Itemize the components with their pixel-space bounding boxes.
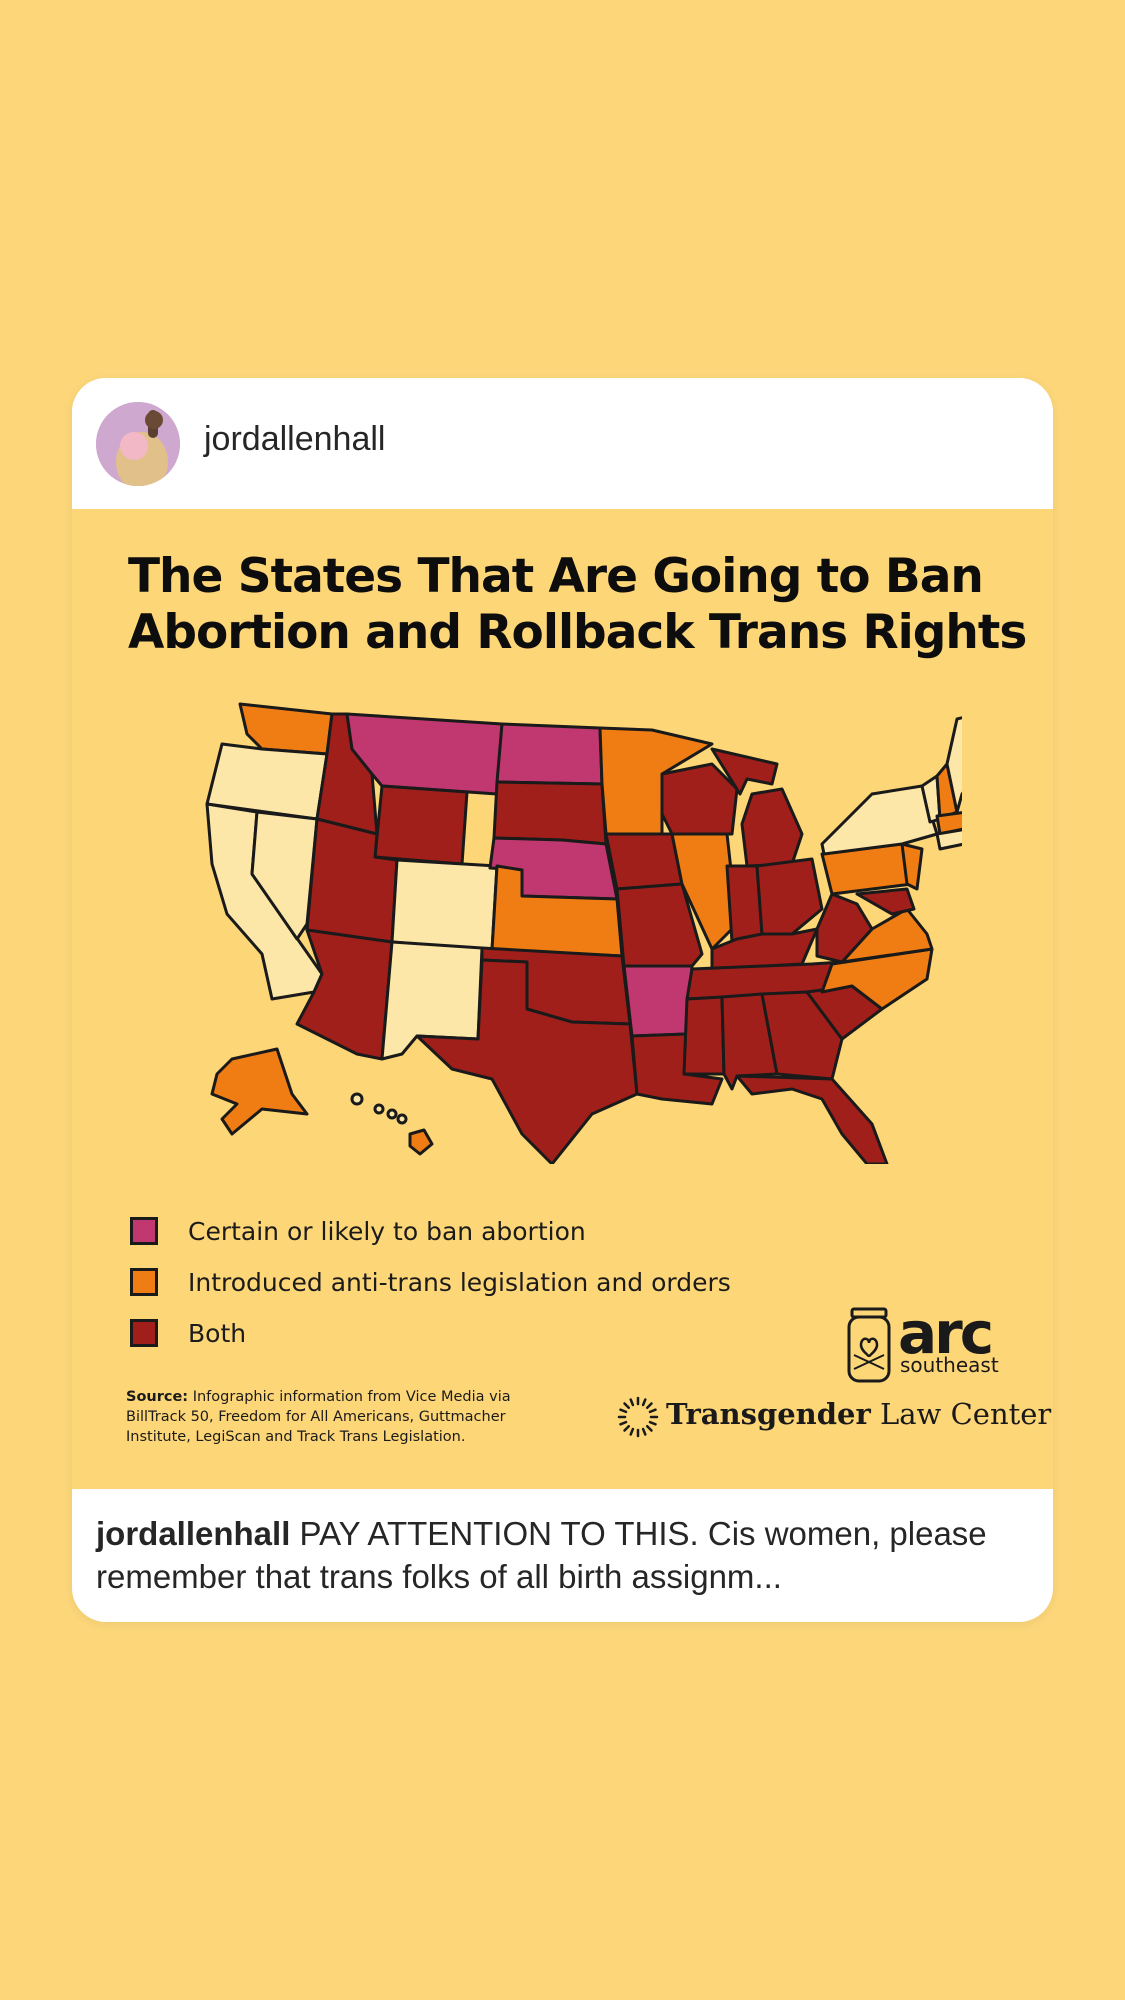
arc-southeast-logo: arc southeast xyxy=(846,1299,1016,1387)
state-new-jersey xyxy=(900,842,924,891)
state-hawaii-big xyxy=(408,1128,434,1156)
state-maryland xyxy=(855,887,916,916)
state-michigan-lower xyxy=(740,787,804,868)
state-wisconsin xyxy=(660,762,739,836)
title-line-1: The States That Are Going to Ban xyxy=(128,549,984,604)
state-alaska xyxy=(210,1047,309,1136)
state-nevada xyxy=(250,810,319,941)
state-hawaii-3 xyxy=(386,1108,398,1120)
legend-swatch-anti-trans xyxy=(130,1268,158,1296)
caption-text: PAY ATTENTION TO THIS. Cis women, please… xyxy=(96,1515,987,1595)
legend-label-anti-trans: Introduced anti-trans legislation and or… xyxy=(188,1268,731,1297)
legend-label-both: Both xyxy=(188,1319,247,1348)
tlc-logo-bold: Transgender xyxy=(666,1397,871,1431)
tlc-logo-text: Transgender Law Center xyxy=(666,1397,1051,1431)
state-hawaii-1 xyxy=(350,1092,364,1106)
state-wyoming xyxy=(373,784,469,866)
state-iowa xyxy=(604,832,684,891)
avatar[interactable] xyxy=(96,402,180,486)
post-caption[interactable]: jordallenhall PAY ATTENTION TO THIS. Cis… xyxy=(96,1512,1036,1598)
infographic-title: The States That Are Going to Ban Abortio… xyxy=(128,549,1028,661)
state-mississippi xyxy=(682,995,726,1076)
state-illinois xyxy=(670,832,739,951)
transgender-law-center-logo: Transgender Law Center xyxy=(616,1393,1051,1441)
state-connecticut xyxy=(935,828,962,851)
tlc-logo-rest: Law Center xyxy=(880,1397,1052,1431)
state-colorado xyxy=(390,858,499,952)
source-label: Source: xyxy=(126,1389,189,1405)
state-hawaii-2 xyxy=(373,1103,385,1115)
state-south-dakota xyxy=(492,780,608,846)
state-michigan xyxy=(710,747,779,796)
state-massachusetts xyxy=(935,811,962,836)
state-missouri xyxy=(615,882,704,968)
state-ohio xyxy=(755,857,824,936)
source-text: Infographic information from Vice Media … xyxy=(126,1389,511,1445)
header-username[interactable]: jordallenhall xyxy=(204,420,386,458)
state-texas xyxy=(415,958,639,1164)
state-new-york xyxy=(820,784,939,856)
caption-username[interactable]: jordallenhall xyxy=(96,1515,291,1552)
source-note: Source: Infographic information from Vic… xyxy=(126,1387,546,1447)
us-map xyxy=(205,702,962,1164)
title-line-2: Abortion and Rollback Trans Rights xyxy=(128,605,1027,660)
post-card: jordallenhall The States That Are Going … xyxy=(72,378,1053,1622)
state-arizona xyxy=(295,928,394,1061)
legend-label-abortion: Certain or likely to ban abortion xyxy=(188,1217,586,1246)
legend-swatch-abortion xyxy=(130,1217,158,1245)
state-florida xyxy=(735,1074,889,1164)
legend-swatch-both xyxy=(130,1319,158,1347)
arc-logo-subtitle: southeast xyxy=(900,1353,999,1377)
state-hawaii-4 xyxy=(396,1113,408,1125)
state-north-dakota xyxy=(495,722,604,786)
post-header: jordallenhall xyxy=(72,378,1053,509)
post-image: The States That Are Going to Ban Abortio… xyxy=(72,509,1053,1489)
state-arkansas xyxy=(622,964,694,1038)
arc-logo-word: arc xyxy=(898,1299,994,1367)
jar-icon xyxy=(847,1307,891,1383)
sunburst-icon xyxy=(617,1396,659,1438)
